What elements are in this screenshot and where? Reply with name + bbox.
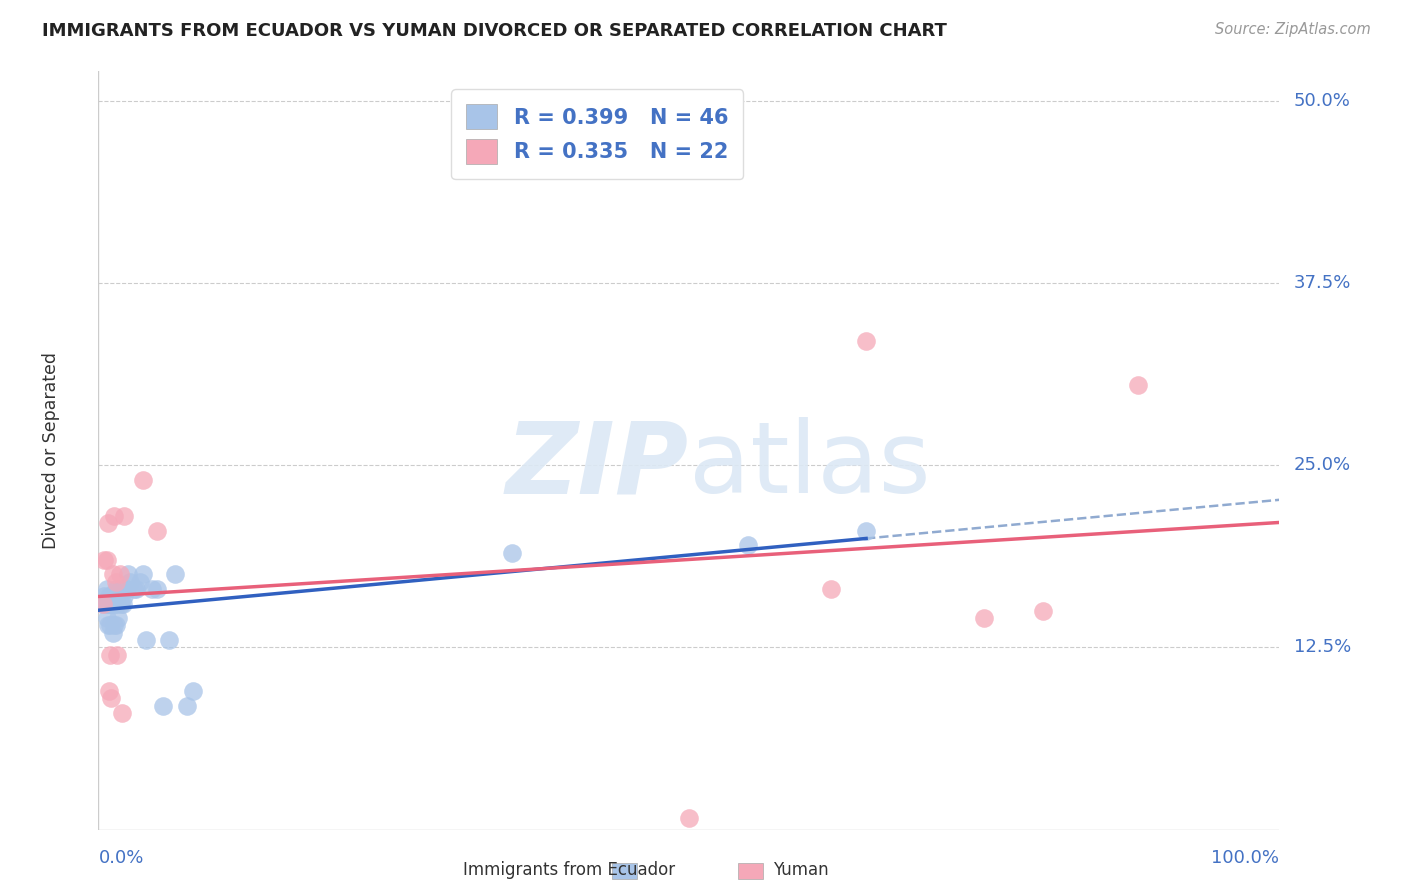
Point: [96, 582, 118, 596]
Point: [105, 574, 128, 589]
Point: [108, 567, 131, 582]
Point: [115, 582, 138, 596]
Point: [112, 597, 135, 611]
Point: [117, 567, 139, 582]
Point: [100, 691, 122, 706]
Point: [105, 589, 128, 603]
Point: [93, 589, 115, 603]
Point: [104, 597, 127, 611]
Point: [141, 582, 163, 596]
Text: Divorced or Separated: Divorced or Separated: [42, 352, 60, 549]
Text: Immigrants from Ecuador: Immigrants from Ecuador: [463, 861, 675, 879]
Point: [120, 574, 142, 589]
Point: [96, 553, 118, 567]
Point: [96, 611, 118, 625]
Point: [146, 524, 169, 538]
Point: [101, 597, 124, 611]
Text: 50.0%: 50.0%: [1294, 92, 1351, 110]
Point: [122, 582, 145, 596]
Point: [107, 611, 129, 625]
Point: [98, 597, 121, 611]
Point: [132, 567, 155, 582]
Point: [111, 706, 134, 720]
Point: [132, 473, 155, 487]
Point: [91, 597, 114, 611]
Point: [105, 582, 128, 596]
Point: [100, 589, 122, 603]
Point: [112, 509, 135, 524]
Point: [135, 633, 157, 648]
Point: [97, 618, 120, 632]
Point: [110, 597, 132, 611]
Point: [165, 567, 187, 582]
Point: [98, 597, 121, 611]
Point: [103, 589, 125, 603]
Text: ZIP: ZIP: [506, 417, 689, 514]
Point: [128, 574, 150, 589]
Point: [98, 684, 121, 698]
Point: [108, 582, 131, 596]
Point: [98, 648, 121, 662]
Point: [97, 516, 120, 531]
Point: [125, 582, 148, 596]
Point: [176, 698, 198, 713]
Point: [105, 618, 128, 632]
Text: atlas: atlas: [689, 417, 931, 514]
Point: [501, 545, 523, 559]
Point: [93, 553, 115, 567]
Text: 37.5%: 37.5%: [1294, 274, 1351, 292]
Point: [1126, 377, 1149, 392]
Text: 100.0%: 100.0%: [1212, 848, 1279, 866]
Point: [100, 597, 122, 611]
Text: 0.0%: 0.0%: [98, 848, 143, 866]
Point: [101, 567, 124, 582]
Point: [97, 597, 120, 611]
Point: [103, 509, 125, 524]
Text: 25.0%: 25.0%: [1294, 456, 1351, 474]
Point: [105, 597, 128, 611]
Point: [98, 618, 121, 632]
Point: [973, 611, 995, 625]
Point: [820, 582, 842, 596]
Point: [103, 618, 125, 632]
Point: [101, 625, 124, 640]
Point: [678, 811, 700, 825]
Point: [737, 538, 759, 552]
Point: [112, 589, 135, 603]
Point: [855, 524, 877, 538]
Point: [157, 633, 180, 648]
Point: [181, 684, 204, 698]
Text: 12.5%: 12.5%: [1294, 639, 1351, 657]
Point: [146, 582, 169, 596]
Point: [152, 698, 174, 713]
Legend: R = 0.399   N = 46, R = 0.335   N = 22: R = 0.399 N = 46, R = 0.335 N = 22: [451, 89, 742, 178]
Point: [105, 648, 128, 662]
Point: [111, 582, 134, 596]
Point: [91, 597, 114, 611]
Point: [94, 597, 117, 611]
Point: [855, 334, 877, 348]
Point: [98, 589, 121, 603]
Text: Source: ZipAtlas.com: Source: ZipAtlas.com: [1215, 22, 1371, 37]
Text: IMMIGRANTS FROM ECUADOR VS YUMAN DIVORCED OR SEPARATED CORRELATION CHART: IMMIGRANTS FROM ECUADOR VS YUMAN DIVORCE…: [42, 22, 948, 40]
Point: [1032, 604, 1054, 618]
Text: Yuman: Yuman: [773, 861, 830, 879]
